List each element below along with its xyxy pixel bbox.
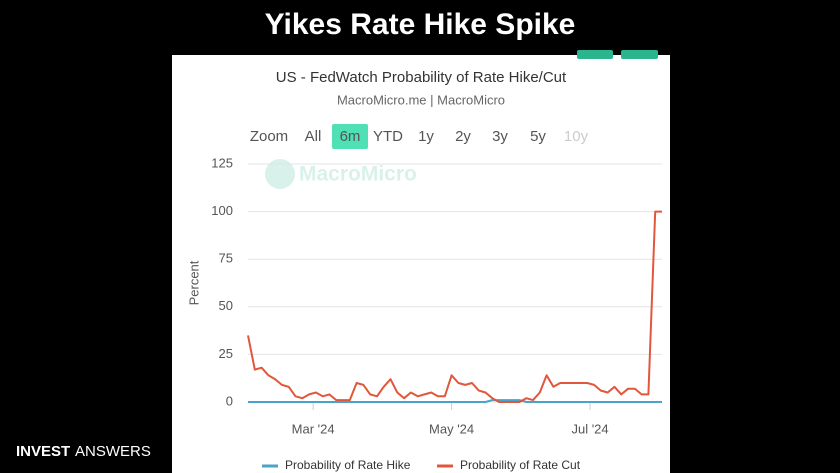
- zoom-buttons: All 6m YTD 1y 2y 3y 5y 10y: [305, 124, 589, 149]
- zoom-button[interactable]: 3y: [492, 128, 508, 145]
- plot: 0 25 50 75 100 125 Mar '24 May '24 Jul '24: [211, 155, 662, 436]
- legend-label[interactable]: Probability of Rate Cut: [460, 458, 581, 472]
- zoom-button[interactable]: YTD: [373, 128, 403, 145]
- zoom-button[interactable]: All: [305, 128, 322, 145]
- x-tick-label: Mar '24: [292, 421, 335, 436]
- zoom-button[interactable]: 2y: [455, 128, 471, 145]
- y-tick-label: 100: [211, 203, 233, 218]
- zoom-button[interactable]: 1y: [418, 128, 434, 145]
- series-line: [248, 399, 662, 403]
- video-title: Yikes Rate Hike Spike: [265, 8, 576, 41]
- legend-label[interactable]: Probability of Rate Hike: [285, 458, 411, 472]
- zoom-button[interactable]: 6m: [340, 128, 361, 145]
- zoom-button[interactable]: 5y: [530, 128, 546, 145]
- y-tick-label: 50: [219, 298, 233, 313]
- chart-title: US - FedWatch Probability of Rate Hike/C…: [276, 69, 567, 86]
- watermark: MacroMicro: [299, 163, 417, 186]
- x-tick-label: May '24: [429, 421, 474, 436]
- series-line: [247, 210, 662, 403]
- brand-right: ANSWERS: [75, 443, 151, 460]
- chart-subtitle: MacroMicro.me | MacroMicro: [337, 92, 505, 107]
- chart-panel: [172, 55, 670, 473]
- y-tick-label: 125: [211, 155, 233, 170]
- watermark-group: MacroMicro: [265, 159, 417, 189]
- y-tick-label: 75: [219, 251, 233, 266]
- zoom-button-bg[interactable]: [332, 124, 368, 149]
- brand-left: INVEST: [16, 443, 70, 460]
- y-tick-label: 25: [219, 346, 233, 361]
- y-axis-label: Percent: [186, 260, 201, 305]
- zoom-label: Zoom: [250, 128, 288, 145]
- y-tick-label: 0: [226, 393, 233, 408]
- watermark-logo: [265, 159, 295, 189]
- panel-button[interactable]: [577, 50, 613, 59]
- x-tick-label: Jul '24: [571, 421, 608, 436]
- zoom-button[interactable]: 10y: [564, 128, 589, 145]
- panel-button[interactable]: [621, 50, 658, 59]
